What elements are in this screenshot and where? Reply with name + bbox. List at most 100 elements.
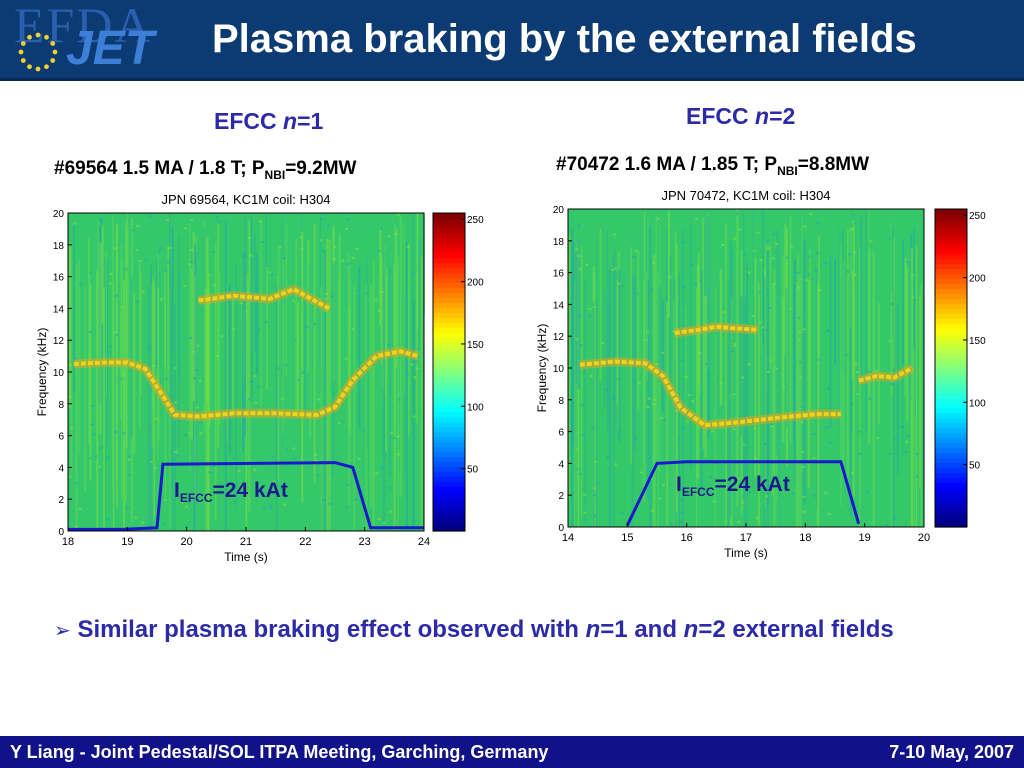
texture-speck (322, 250, 326, 253)
texture-streak (816, 270, 818, 510)
texture-speck (199, 379, 203, 382)
texture-speck (388, 486, 392, 489)
right-efcc-value: =24 kAt (714, 473, 790, 496)
texture-speck (824, 262, 828, 265)
colorbar-segment (433, 521, 465, 527)
texture-speck (611, 268, 615, 271)
y-tick-label: 0 (558, 523, 564, 534)
y-tick-label: 18 (553, 237, 565, 248)
colorbar-segment (433, 386, 465, 393)
texture-streak (697, 253, 700, 386)
colorbar-segment (935, 338, 967, 344)
texture-speck (299, 236, 303, 239)
texture-streak (896, 303, 899, 476)
texture-streak (752, 211, 754, 487)
texture-speck (763, 442, 767, 445)
texture-speck (577, 224, 581, 227)
texture-speck (414, 360, 418, 363)
texture-streak (851, 270, 854, 379)
eu-star (18, 49, 24, 55)
texture-speck (250, 380, 254, 383)
texture-speck (611, 398, 615, 401)
y-tick-label: 4 (558, 459, 564, 470)
colorbar-segment (433, 337, 465, 343)
texture-speck (193, 377, 197, 380)
texture-streak (763, 277, 766, 527)
colorbar-tick-label: 200 (969, 274, 986, 285)
spectrogram-background (568, 209, 924, 527)
texture-speck (347, 263, 351, 266)
right-shot-suffix: =8.8MW (797, 154, 870, 175)
texture-streak (700, 270, 703, 493)
slide-footer: Y Liang - Joint Pedestal/SOL ITPA Meetin… (0, 736, 1024, 768)
colorbar-segment (935, 358, 967, 364)
texture-speck (876, 436, 880, 439)
left-shot-sub: NBI (264, 167, 286, 182)
texture-speck (575, 248, 579, 251)
texture-speck (774, 242, 778, 245)
right-efcc-current-label: IEFCC=24 kAt (676, 473, 790, 499)
texture-speck (253, 468, 257, 471)
texture-streak (834, 258, 837, 365)
eu-stars-icon (18, 32, 58, 72)
texture-speck (351, 256, 355, 259)
texture-streak (795, 282, 799, 527)
colorbar-segment (935, 442, 967, 449)
texture-streak (192, 231, 195, 401)
texture-streak (689, 225, 692, 469)
texture-speck (281, 257, 285, 260)
texture-streak (332, 263, 335, 477)
texture-speck (114, 430, 118, 433)
texture-speck (604, 388, 608, 391)
texture-speck (106, 518, 110, 521)
texture-streak (304, 300, 306, 418)
texture-speck (134, 516, 138, 519)
colorbar-segment (935, 228, 967, 235)
texture-speck (737, 477, 741, 480)
left-efcc-value: =24 kAt (212, 479, 288, 502)
texture-speck (155, 417, 159, 420)
texture-speck (888, 237, 892, 240)
texture-speck (207, 273, 211, 276)
texture-streak (906, 267, 909, 422)
x-tick-label: 22 (299, 536, 311, 548)
bullet-arrow-icon: ➢ (54, 618, 71, 642)
mode-frequency-trace (674, 324, 759, 335)
y-tick-label: 6 (58, 432, 64, 443)
texture-speck (855, 369, 859, 372)
texture-speck (589, 375, 593, 378)
texture-streak (649, 226, 652, 527)
colorbar-segment (935, 303, 967, 309)
texture-speck (191, 351, 195, 354)
texture-speck (314, 459, 318, 462)
texture-speck (588, 307, 592, 310)
colorbar-tick-label: 150 (969, 336, 986, 347)
texture-streak (809, 249, 811, 420)
texture-speck (680, 359, 684, 362)
texture-streak (113, 282, 115, 531)
texture-speck (141, 290, 145, 293)
texture-streak (682, 228, 685, 527)
colorbar-tick-label: 100 (467, 402, 484, 413)
texture-streak (913, 228, 916, 350)
texture-speck (188, 263, 192, 266)
colorbar-segment (935, 382, 967, 389)
texture-speck (851, 214, 855, 217)
texture-speck (709, 476, 713, 479)
texture-speck (417, 347, 421, 350)
colorbar-segment (433, 297, 465, 304)
colorbar-segment (433, 466, 465, 472)
texture-speck (885, 523, 889, 526)
colorbar-segment (935, 387, 967, 394)
mode-frequency-trace (858, 366, 914, 383)
texture-speck (733, 344, 737, 347)
colorbar-segment (935, 467, 967, 473)
texture-speck (115, 294, 119, 297)
texture-speck (769, 359, 773, 362)
x-tick-label: 20 (918, 532, 930, 544)
texture-speck (583, 493, 587, 496)
eu-star (52, 49, 58, 55)
texture-speck (74, 526, 78, 529)
mode-frequency-trace (198, 287, 331, 311)
texture-speck (338, 421, 342, 424)
